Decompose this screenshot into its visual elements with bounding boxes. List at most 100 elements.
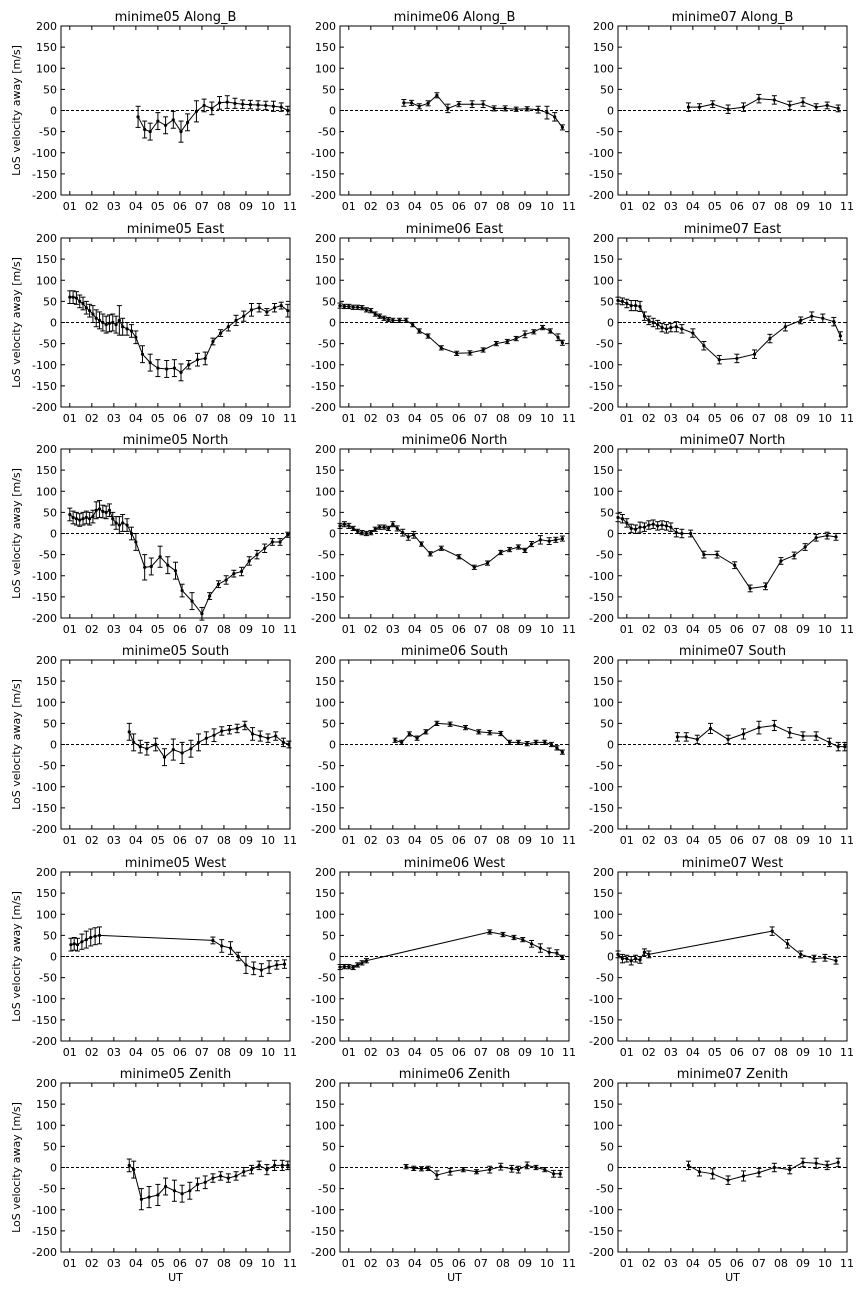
data-point [75, 943, 80, 947]
y-tick-label: 0 [50, 739, 57, 752]
x-tick-label: 05 [151, 200, 165, 213]
x-tick-label: 03 [107, 1046, 121, 1059]
data-point [419, 542, 424, 546]
data-point [656, 323, 660, 327]
data-point [91, 312, 95, 316]
data-point [111, 517, 115, 521]
data-point [741, 105, 746, 109]
x-tick-label: 04 [408, 412, 422, 425]
data-point [211, 1176, 215, 1180]
x-tick-label: 09 [239, 1257, 253, 1270]
panel-title: minime05 South [122, 644, 229, 659]
data-point [338, 524, 342, 528]
data-point [435, 721, 439, 725]
plot-frame [339, 25, 570, 196]
data-point [211, 938, 215, 943]
y-tick-label: -150 [32, 802, 57, 815]
data-point [814, 536, 818, 540]
data-point [104, 323, 108, 327]
data-point [121, 325, 125, 329]
data-point [642, 314, 647, 318]
x-tick-label: 02 [642, 412, 656, 425]
x-tick-label: 02 [364, 1257, 378, 1270]
data-point [708, 726, 713, 731]
data-point [792, 553, 796, 558]
data-point [395, 526, 399, 531]
data-point [247, 559, 251, 563]
data-point [555, 951, 559, 955]
y-tick-label: 150 [315, 1098, 336, 1111]
data-point [768, 336, 772, 341]
y-tick-label: 200 [36, 866, 57, 879]
series-line [394, 722, 563, 753]
data-point [545, 111, 549, 115]
data-point [369, 531, 373, 535]
data-point [338, 304, 342, 308]
y-tick-label: -150 [589, 168, 614, 181]
data-point [101, 320, 105, 325]
data-point [664, 327, 669, 331]
data-point [556, 335, 560, 339]
x-tick-label: 01 [63, 623, 77, 636]
data-point [488, 731, 492, 735]
data-point [97, 507, 102, 511]
y-tick-label: 50 [322, 929, 336, 942]
data-point [391, 318, 395, 322]
y-tick-label: -100 [311, 1204, 336, 1217]
panel-title: minime07 Zenith [677, 1067, 789, 1082]
x-tick-label: 10 [261, 1257, 275, 1270]
y-tick-label: 50 [43, 295, 57, 308]
x-tick-label: 04 [129, 412, 143, 425]
x-tick-label: 06 [452, 200, 466, 213]
data-point [532, 330, 536, 334]
y-tick-label: 0 [607, 317, 614, 330]
x-tick-label: 01 [342, 834, 356, 847]
data-point [439, 546, 443, 550]
data-point [347, 304, 351, 309]
data-point [241, 102, 245, 106]
data-point [171, 118, 175, 122]
x-tick-label: 08 [217, 200, 231, 213]
x-tick-label: 09 [518, 1257, 532, 1270]
data-point [481, 348, 485, 352]
x-tick-label: 02 [642, 623, 656, 636]
x-tick-label: 11 [840, 1046, 854, 1059]
x-tick-label: 04 [408, 623, 422, 636]
y-tick-label: 150 [315, 41, 336, 54]
y-tick-label: -100 [589, 781, 614, 794]
data-point [788, 1168, 792, 1172]
x-tick-label: 07 [474, 412, 488, 425]
x-tick-label: 01 [342, 1046, 356, 1059]
data-point [523, 332, 527, 336]
y-tick-label: -100 [32, 993, 57, 1006]
x-tick-label: 06 [173, 623, 187, 636]
data-point [275, 963, 279, 967]
y-tick-label: -200 [311, 401, 336, 414]
y-axis-label: LoS velocity away [m/s] [10, 891, 23, 1022]
x-tick-label: 02 [364, 1046, 378, 1059]
data-point [71, 515, 75, 520]
x-tick-label: 11 [840, 834, 854, 847]
y-tick-label: 100 [593, 696, 614, 709]
x-tick-label: 10 [540, 1257, 554, 1270]
data-point [360, 531, 364, 535]
y-tick-label: -100 [32, 781, 57, 794]
data-point [675, 735, 680, 739]
data-point [68, 295, 72, 299]
data-point [382, 525, 386, 529]
data-point [249, 308, 254, 312]
data-point [448, 722, 452, 726]
y-tick-label: 50 [600, 717, 614, 730]
data-point [799, 318, 803, 322]
x-tick-label: 11 [562, 834, 576, 847]
x-tick-label: 07 [474, 1257, 488, 1270]
data-point [616, 515, 620, 520]
x-tick-label: 03 [386, 200, 400, 213]
x-tick-label: 05 [430, 834, 444, 847]
data-point [560, 341, 564, 345]
x-tick-label: 06 [452, 1257, 466, 1270]
y-tick-label: 50 [600, 929, 614, 942]
y-tick-label: 0 [50, 951, 57, 964]
data-point [684, 735, 688, 739]
x-tick-label: 09 [796, 412, 810, 425]
